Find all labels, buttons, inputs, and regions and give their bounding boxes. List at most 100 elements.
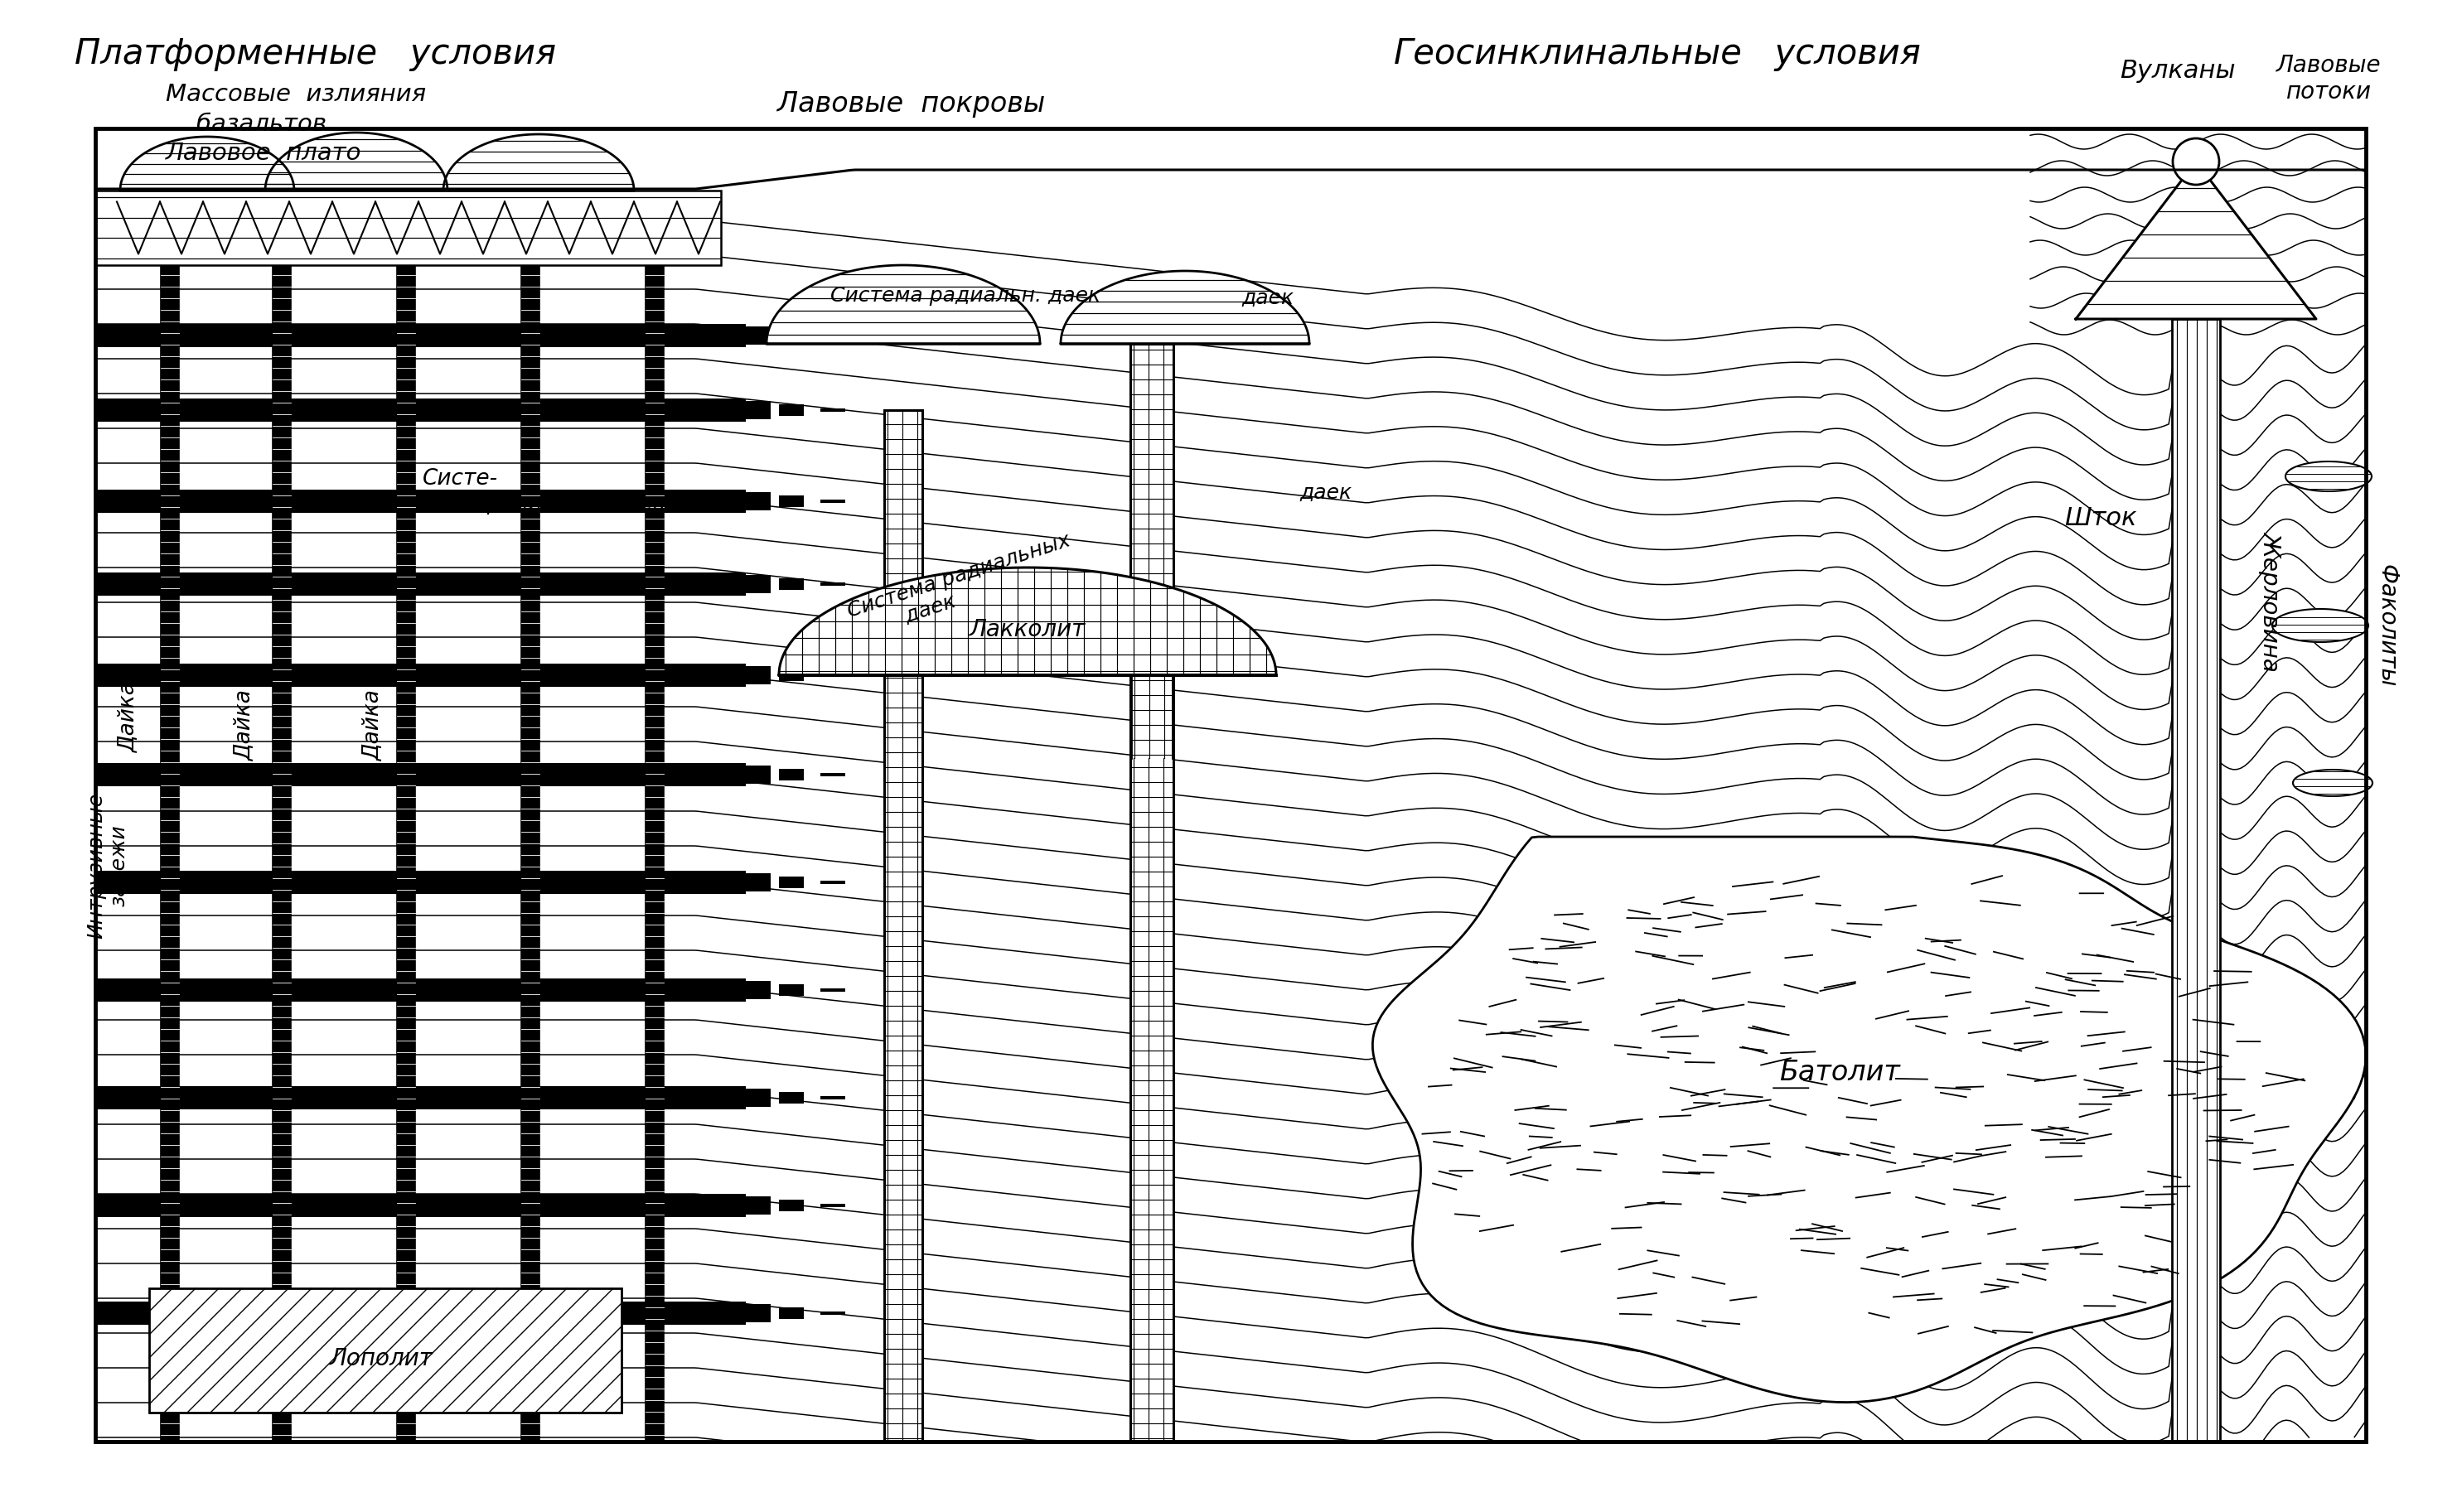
Bar — [747, 491, 771, 511]
Polygon shape — [1061, 271, 1310, 343]
Text: Геосинклинальные   условия: Геосинклинальные условия — [1393, 36, 1921, 71]
Bar — [720, 764, 747, 786]
Text: Платформенные   условия: Платформенные условия — [74, 36, 555, 71]
Polygon shape — [2076, 162, 2317, 319]
Bar — [398, 195, 415, 1441]
Text: Дайка: Дайка — [233, 689, 256, 761]
Bar — [720, 490, 747, 513]
Bar — [96, 191, 720, 265]
Polygon shape — [2292, 770, 2373, 797]
Bar — [747, 1089, 771, 1107]
Text: Вулканы: Вулканы — [2120, 59, 2236, 83]
Bar — [720, 871, 747, 894]
Bar — [720, 1086, 747, 1110]
Polygon shape — [120, 136, 295, 191]
Bar — [96, 129, 2366, 1441]
Bar — [747, 1196, 771, 1214]
Text: Лавовые
потоки: Лавовые потоки — [2275, 54, 2381, 104]
Text: Лополит: Лополит — [329, 1347, 432, 1370]
Bar — [779, 984, 803, 996]
Bar — [2172, 319, 2221, 1441]
Bar — [720, 1194, 747, 1217]
Bar — [747, 874, 771, 892]
Bar — [779, 1308, 803, 1318]
Bar — [1130, 343, 1174, 1441]
Bar — [779, 330, 803, 342]
Bar — [821, 880, 845, 885]
Bar — [821, 582, 845, 585]
Bar — [96, 1194, 720, 1217]
Bar — [779, 768, 803, 780]
Text: Лакколит: Лакколит — [971, 618, 1086, 641]
Bar — [747, 667, 771, 685]
Circle shape — [2172, 139, 2219, 184]
Bar — [821, 334, 845, 337]
Bar — [96, 324, 720, 348]
Text: Факолиты: Факолиты — [2376, 564, 2398, 686]
Polygon shape — [2273, 609, 2369, 643]
Polygon shape — [779, 567, 1275, 676]
Text: Дайка: Дайка — [118, 680, 140, 753]
Bar — [96, 1302, 720, 1325]
Bar — [821, 499, 845, 503]
Bar — [747, 575, 771, 593]
Bar — [821, 989, 845, 992]
Bar — [96, 1086, 720, 1110]
Bar — [821, 408, 845, 411]
Bar — [160, 195, 179, 1441]
Bar — [96, 764, 720, 786]
Bar — [779, 670, 803, 680]
Text: Батолит: Батолит — [1779, 1060, 1899, 1087]
Bar — [821, 1311, 845, 1315]
Bar — [150, 1288, 622, 1412]
Text: Массовые  излияния
    базальтов
Лавовое  плато: Массовые излияния базальтов Лавовое плат… — [165, 83, 425, 165]
Bar — [779, 496, 803, 507]
Bar — [779, 578, 803, 590]
Bar — [96, 871, 720, 894]
Bar — [821, 1096, 845, 1099]
Bar — [521, 195, 541, 1441]
Text: даек: даек — [1241, 289, 1295, 308]
Bar — [398, 195, 415, 1441]
Text: Жерловина: Жерловина — [2258, 531, 2283, 671]
Bar — [160, 195, 179, 1441]
Text: Систе-
ма параллельн. даек: Систе- ма параллельн. даек — [423, 469, 666, 514]
Polygon shape — [2285, 461, 2371, 491]
Bar — [96, 978, 720, 1001]
Bar — [96, 573, 720, 596]
Bar — [885, 410, 921, 1441]
Bar — [821, 773, 845, 776]
Polygon shape — [96, 129, 2366, 189]
Bar — [96, 664, 720, 686]
Text: даек: даек — [1300, 482, 1351, 503]
Bar — [720, 978, 747, 1001]
Bar — [720, 664, 747, 686]
Text: Интрузивные
залежи: Интрузивные залежи — [86, 792, 130, 939]
Bar — [646, 195, 663, 1441]
Bar — [96, 399, 720, 422]
Bar — [747, 401, 771, 419]
Polygon shape — [1373, 836, 2366, 1402]
Bar — [96, 129, 2366, 1441]
Bar — [720, 1302, 747, 1325]
Text: Шток: Шток — [2064, 507, 2138, 529]
Text: Дайка: Дайка — [361, 689, 383, 761]
Bar — [779, 1199, 803, 1211]
Polygon shape — [767, 265, 1039, 343]
Bar — [273, 195, 290, 1441]
Text: Система радиальн. даек: Система радиальн. даек — [830, 286, 1101, 305]
Bar — [720, 324, 747, 348]
Text: Система радиальных
        даек: Система радиальных даек — [845, 531, 1081, 643]
Bar — [747, 327, 771, 345]
Bar — [747, 765, 771, 783]
Bar — [747, 1303, 771, 1323]
Bar — [2172, 319, 2221, 1441]
Polygon shape — [442, 135, 634, 191]
Bar — [779, 877, 803, 888]
Bar — [1130, 676, 1172, 758]
Bar — [646, 195, 663, 1441]
Bar — [885, 410, 921, 1441]
Bar — [720, 399, 747, 422]
Bar — [1130, 343, 1174, 1441]
Bar — [273, 195, 290, 1441]
